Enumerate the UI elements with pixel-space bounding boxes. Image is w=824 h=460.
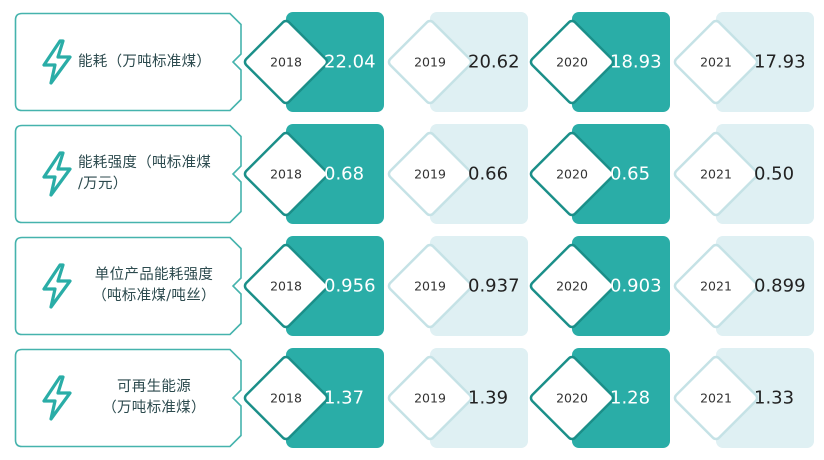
metric-label-line: 能耗强度（吨标准煤 (78, 155, 212, 171)
label-frame (14, 348, 242, 448)
metric-label-box: 单位产品能耗强度 （吨标准煤/吨丝） (14, 236, 242, 336)
year-label: 2020 (556, 390, 588, 406)
year-label: 2021 (700, 166, 732, 182)
year-label: 2019 (414, 390, 446, 406)
metric-row: 能耗强度（吨标准煤/万元） 2018 0.68 2019 0.66 2020 0.65 202… (0, 124, 824, 224)
metric-value: 1.37 (324, 387, 365, 409)
metric-row: 能耗（万吨标准煤） 2018 22.04 2019 20.62 2020 18.93 2021… (0, 12, 824, 112)
metric-label-box: 能耗（万吨标准煤） (14, 12, 242, 112)
lightning-bolt-icon (42, 375, 72, 421)
year-label: 2019 (414, 54, 446, 70)
metric-label-box: 能耗强度（吨标准煤/万元） (14, 124, 242, 224)
year-label: 2019 (414, 278, 446, 294)
year-label: 2018 (270, 54, 302, 70)
metric-value: 17.93 (754, 51, 806, 73)
year-label: 2021 (700, 278, 732, 294)
metric-label: 能耗强度（吨标准煤/万元） (78, 124, 230, 224)
year-label: 2020 (556, 278, 588, 294)
metric-value: 1.33 (754, 387, 795, 409)
metric-label-box: 可再生能源 （万吨标准煤） (14, 348, 242, 448)
metric-label: 可再生能源 （万吨标准煤） (78, 348, 230, 448)
metric-label-line: 能耗（万吨标准煤） (78, 53, 212, 70)
metric-label-line: （万吨标准煤） (102, 400, 206, 416)
metric-value: 0.903 (610, 275, 662, 297)
metric-value: 0.937 (468, 275, 520, 297)
year-label: 2018 (270, 166, 302, 182)
metric-row: 单位产品能耗强度 （吨标准煤/吨丝） 2018 0.956 2019 0.937 2020 0… (0, 236, 824, 336)
metric-value: 0.68 (324, 163, 365, 185)
label-frame (14, 124, 242, 224)
year-label: 2021 (700, 54, 732, 70)
metric-value: 0.50 (754, 163, 795, 185)
metric-label: 单位产品能耗强度 （吨标准煤/吨丝） (78, 236, 230, 336)
metric-value: 0.899 (754, 275, 806, 297)
year-label: 2018 (270, 390, 302, 406)
metric-label-line: /万元） (78, 176, 128, 192)
metric-label-line: （吨标准煤/吨丝） (92, 288, 216, 304)
label-frame (14, 12, 242, 112)
metric-value: 18.93 (610, 51, 662, 73)
label-frame (14, 236, 242, 336)
year-label: 2018 (270, 278, 302, 294)
lightning-bolt-icon (42, 263, 72, 309)
year-label: 2021 (700, 390, 732, 406)
metric-label-line: 可再生能源 (117, 379, 191, 395)
metric-value: 1.28 (610, 387, 651, 409)
metric-value: 0.65 (610, 163, 651, 185)
metric-value: 0.956 (324, 275, 376, 297)
lightning-bolt-icon (42, 39, 72, 85)
year-label: 2020 (556, 54, 588, 70)
year-label: 2020 (556, 166, 588, 182)
metric-label-line: 单位产品能耗强度 (94, 267, 214, 283)
metric-value: 20.62 (468, 51, 520, 73)
year-label: 2019 (414, 166, 446, 182)
metric-value: 0.66 (468, 163, 509, 185)
metric-label: 能耗（万吨标准煤） (78, 12, 230, 112)
metric-value: 22.04 (324, 51, 376, 73)
metric-row: 可再生能源 （万吨标准煤） 2018 1.37 2019 1.39 2020 1.28 2021… (0, 348, 824, 448)
metric-value: 1.39 (468, 387, 509, 409)
lightning-bolt-icon (42, 151, 72, 197)
